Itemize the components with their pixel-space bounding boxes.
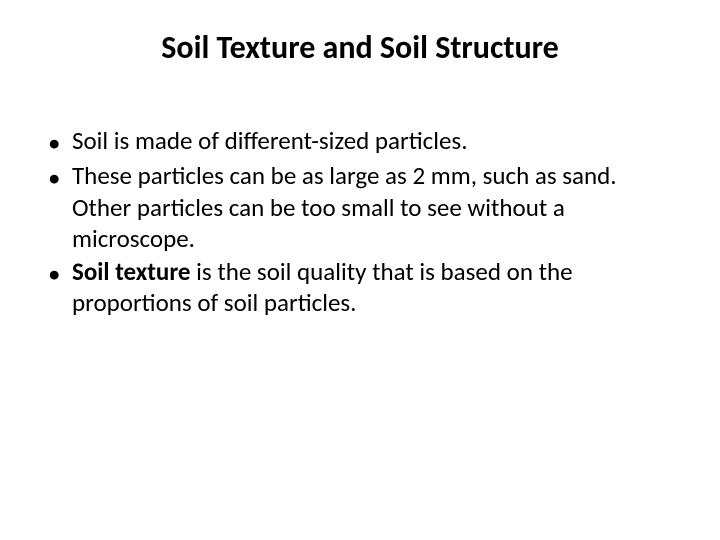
bullet-item: • Soil is made of different-sized partic… (48, 125, 680, 158)
bold-prefix: Soil texture (72, 256, 191, 287)
slide-title: Soil Texture and Soil Structure (40, 28, 680, 67)
bullet-body: Soil is made of different-sized particle… (72, 125, 468, 156)
bullet-item: • Soil texture is the soil quality that … (48, 256, 680, 319)
bullet-text: These particles can be as large as 2 mm,… (72, 160, 680, 254)
slide-content: • Soil is made of different-sized partic… (40, 125, 680, 319)
bullet-item: • These particles can be as large as 2 m… (48, 160, 680, 254)
slide-container: Soil Texture and Soil Structure • Soil i… (0, 0, 720, 540)
bullet-marker-icon: • (48, 256, 72, 289)
bullet-marker-icon: • (48, 160, 72, 193)
bullet-text: Soil is made of different-sized particle… (72, 125, 680, 156)
bullet-body: These particles can be as large as 2 mm,… (72, 160, 617, 254)
bullet-marker-icon: • (48, 125, 72, 158)
bullet-text: Soil texture is the soil quality that is… (72, 256, 680, 319)
